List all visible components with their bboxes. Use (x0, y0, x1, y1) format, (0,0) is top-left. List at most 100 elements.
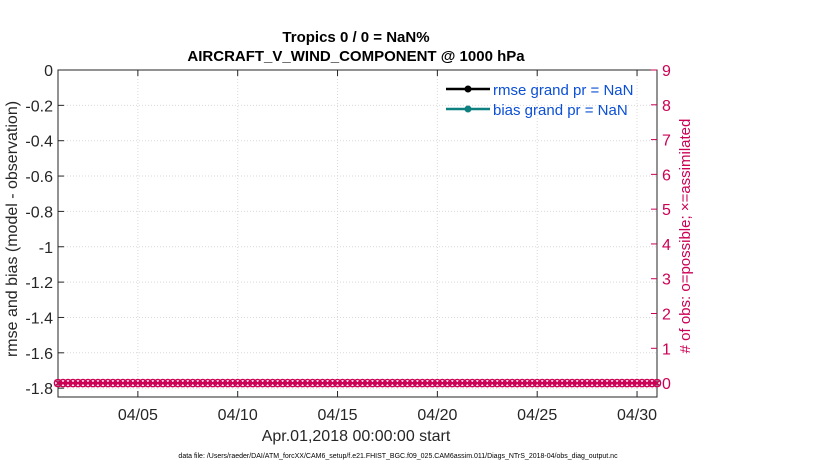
obs-possible-point (597, 378, 607, 388)
x-tick-label: 04/15 (318, 407, 358, 424)
x-tick-label: 04/30 (617, 407, 657, 424)
x-tick-label: 04/10 (218, 407, 258, 424)
y-tick-label-left: -0.2 (25, 98, 53, 115)
y-tick-label-left: -0.4 (25, 134, 53, 151)
x-axis-label: Apr.01,2018 00:00:00 start (262, 428, 451, 445)
obs-possible-point (358, 378, 367, 388)
y-axis-label-left: rmse and bias (model - observation) (4, 101, 21, 357)
obs-possible-point (113, 378, 123, 388)
obs-possible-point (438, 378, 447, 388)
obs-possible-point (592, 378, 602, 388)
x-tick-label: 04/25 (517, 407, 557, 424)
obs-possible-point (368, 378, 377, 388)
obs-possible-point (318, 378, 327, 388)
y-tick-label-right: 3 (662, 272, 671, 289)
obs-possible-point (323, 378, 332, 388)
y-tick-label-left: -1.4 (25, 310, 53, 327)
obs-possible-point (288, 378, 297, 388)
obs-possible-point (163, 378, 173, 388)
obs-possible-point (607, 378, 617, 388)
obs-possible-point (647, 378, 657, 388)
obs-possible-point (567, 378, 577, 388)
obs-possible-point (138, 378, 148, 388)
obs-possible-point (468, 378, 477, 388)
y-tick-label-right: 2 (662, 307, 671, 324)
obs-possible-point (128, 378, 138, 388)
obs-possible-point (233, 378, 242, 388)
obs-possible-point (408, 378, 417, 388)
y-tick-label-right: 7 (662, 133, 671, 150)
obs-possible-point (293, 378, 302, 388)
obs-possible-point (477, 378, 487, 388)
obs-possible-point (547, 378, 557, 388)
obs-possible-point (268, 378, 277, 388)
obs-possible-point (398, 378, 407, 388)
y-tick-label-left: -1 (39, 240, 53, 257)
obs-possible-point (617, 378, 627, 388)
obs-possible-point (507, 378, 517, 388)
obs-possible-point (253, 378, 262, 388)
obs-possible-point (433, 378, 442, 388)
obs-possible-point (173, 378, 183, 388)
obs-possible-point (203, 378, 213, 388)
obs-possible-point (517, 378, 527, 388)
obs-possible-point (542, 378, 552, 388)
obs-assimilated-point (653, 379, 661, 387)
x-tick-label: 04/20 (417, 407, 457, 424)
obs-possible-point (198, 378, 208, 388)
obs-possible-point (652, 378, 662, 388)
obs-possible-point (143, 378, 153, 388)
y-tick-label-left: -1.8 (25, 381, 53, 398)
obs-possible-point (328, 378, 337, 388)
obs-possible-point (183, 378, 193, 388)
obs-possible-point (188, 378, 198, 388)
obs-possible-point (58, 378, 68, 388)
y-tick-label-left: -1.6 (25, 346, 53, 363)
obs-possible-point (497, 378, 507, 388)
obs-possible-point (582, 378, 592, 388)
obs-possible-point (492, 378, 502, 388)
y-tick-label-left: 0 (44, 63, 53, 80)
obs-possible-point (348, 378, 357, 388)
obs-possible-point (93, 378, 103, 388)
obs-possible-point (338, 378, 347, 388)
chart-title: Tropics 0 / 0 = NaN% (282, 29, 429, 46)
y-tick-label-right: 8 (662, 98, 671, 115)
obs-possible-point (258, 378, 267, 388)
obs-possible-point (208, 378, 218, 388)
y-tick-label-right: 9 (662, 63, 671, 80)
obs-possible-point (482, 378, 492, 388)
obs-possible-point (153, 378, 163, 388)
obs-possible-point (572, 378, 582, 388)
legend-label-bias: bias grand pr = NaN (493, 102, 628, 119)
obs-possible-point (223, 378, 233, 388)
legend-label-rmse: rmse grand pr = NaN (493, 82, 633, 99)
grid-lines (58, 69, 657, 397)
chart-subtitle: AIRCRAFT_V_WIND_COMPONENT @ 1000 hPa (187, 48, 525, 65)
obs-possible-point (627, 378, 637, 388)
obs-possible-point (228, 378, 238, 388)
obs-possible-point (353, 378, 362, 388)
y-tick-label-left: -0.8 (25, 204, 53, 221)
obs-possible-point (273, 378, 282, 388)
plot-frame (57, 69, 658, 398)
y-tick-label-left: -0.6 (25, 169, 53, 186)
legend-marker-bias (464, 105, 472, 113)
obs-possible-point (343, 378, 352, 388)
obs-possible-point (537, 378, 547, 388)
obs-possible-point (193, 378, 203, 388)
obs-count-markers (53, 378, 662, 388)
obs-possible-point (637, 378, 647, 388)
obs-possible-point (148, 378, 158, 388)
obs-possible-point (333, 378, 342, 388)
obs-possible-point (378, 378, 387, 388)
obs-possible-point (472, 378, 482, 388)
obs-possible-point (632, 378, 642, 388)
obs-possible-point (423, 378, 432, 388)
obs-possible-point (443, 378, 452, 388)
axis-ticks: 04/05 04/10 04/15 04/20 04/25 04/30 0 -0.2 -0.4 -… (25, 63, 671, 424)
obs-possible-point (448, 378, 457, 388)
obs-possible-point (577, 378, 587, 388)
obs-possible-point (133, 378, 143, 388)
obs-possible-point (383, 378, 392, 388)
